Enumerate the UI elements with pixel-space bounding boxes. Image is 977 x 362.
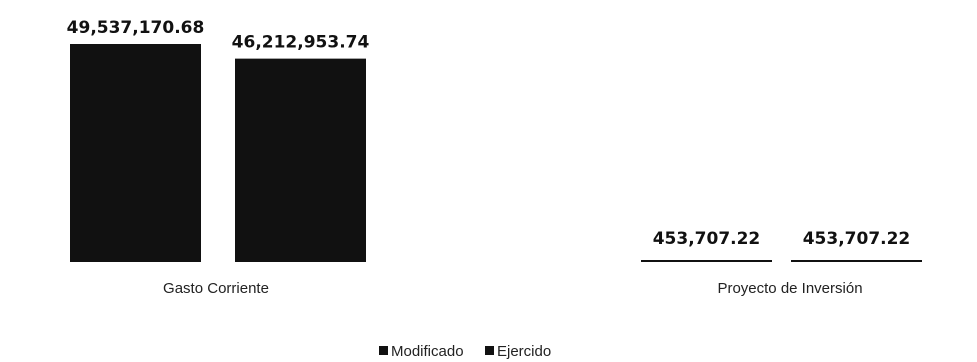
bar-modificado-0 (70, 44, 201, 262)
data-label-modificado-0: 49,537,170.68 (67, 18, 205, 38)
bar-modificado-1 (641, 260, 772, 262)
legend-swatch-modificado (379, 346, 388, 355)
data-label-ejercido-0: 46,212,953.74 (232, 33, 370, 53)
legend-label-modificado: Modificado (391, 343, 464, 360)
category-label-1: Proyecto de Inversión (717, 280, 862, 297)
legend: Modificado Ejercido (379, 343, 551, 360)
bar-ejercido-0 (235, 58, 366, 263)
category-label-0: Gasto Corriente (163, 280, 269, 297)
legend-swatch-ejercido (485, 346, 494, 355)
legend-label-ejercido: Ejercido (497, 343, 551, 360)
bars-layer (70, 44, 922, 263)
data-label-modificado-1: 453,707.22 (653, 229, 761, 249)
data-labels-layer: 49,537,170.68 453,707.22 46,212,953.74 453,… (67, 18, 911, 249)
data-label-ejercido-1: 453,707.22 (803, 229, 911, 249)
category-labels-layer: Gasto Corriente Proyecto de Inversión (163, 280, 862, 297)
bar-ejercido-1 (791, 260, 922, 262)
